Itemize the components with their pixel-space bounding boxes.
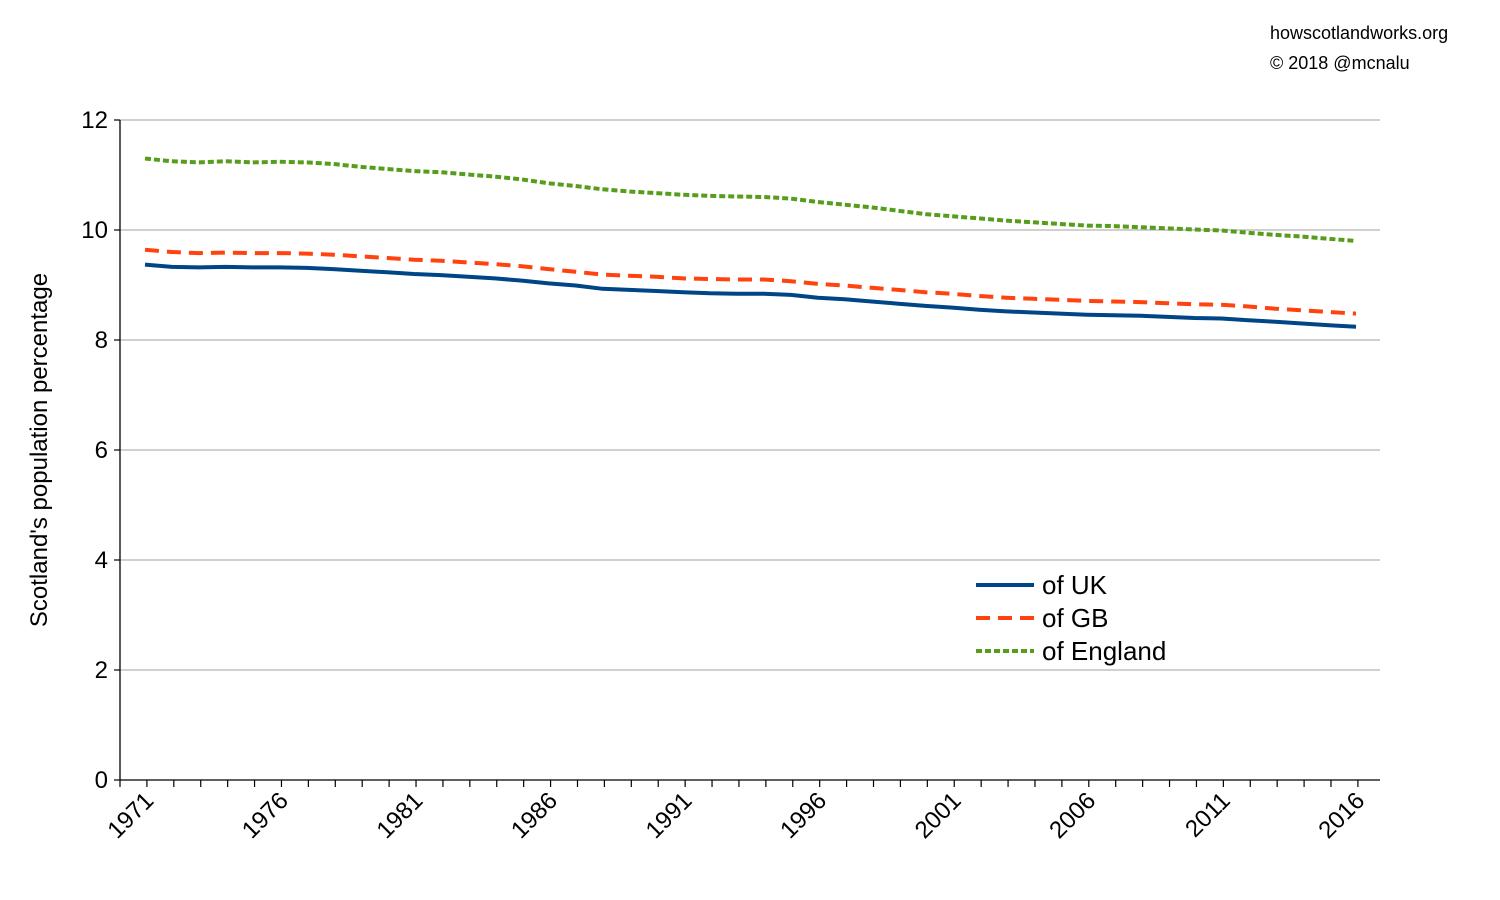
series-lines: [144, 156, 1357, 329]
series-line-2: [144, 156, 1357, 243]
credit-copyright: © 2018 @mcnalu: [1270, 53, 1410, 73]
y-tick-label-10: 10: [81, 217, 108, 244]
y-axis-label: Scotland's population percentage: [26, 273, 53, 627]
x-tick-label-2006: 2006: [1044, 787, 1101, 844]
x-tick-label-1996: 1996: [775, 787, 832, 844]
x-tick-label-2016: 2016: [1313, 787, 1370, 844]
legend-label-2: of England: [1042, 636, 1166, 666]
x-tick-label-1986: 1986: [506, 787, 563, 844]
series-line-1: [144, 247, 1357, 316]
legend-label-0: of UK: [1042, 570, 1108, 600]
y-tick-label-4: 4: [95, 547, 108, 574]
series-line-0: [144, 262, 1357, 329]
legend-label-1: of GB: [1042, 603, 1108, 633]
y-tick-label-0: 0: [95, 767, 108, 794]
x-tick-label-1981: 1981: [372, 787, 429, 844]
y-tick-label-8: 8: [95, 327, 108, 354]
x-tick-label-1971: 1971: [102, 787, 159, 844]
gridlines: [120, 119, 1380, 671]
x-tick-label-2001: 2001: [910, 787, 967, 844]
y-tick-label-2: 2: [95, 657, 108, 684]
x-tick-label-2011: 2011: [1180, 787, 1236, 843]
y-axis-ticks: 0 2 4 6 8 10 12: [81, 107, 120, 794]
credit-site: howscotlandworks.org: [1270, 23, 1449, 43]
y-tick-label-6: 6: [95, 437, 108, 464]
x-tick-label-1991: 1991: [641, 787, 698, 844]
x-tick-label-1976: 1976: [237, 787, 294, 844]
x-axis-ticks: 1971 1976 1981 1986 1991 1996 2001 2006 2011 2016: [102, 780, 1370, 844]
y-tick-label-12: 12: [81, 107, 108, 134]
